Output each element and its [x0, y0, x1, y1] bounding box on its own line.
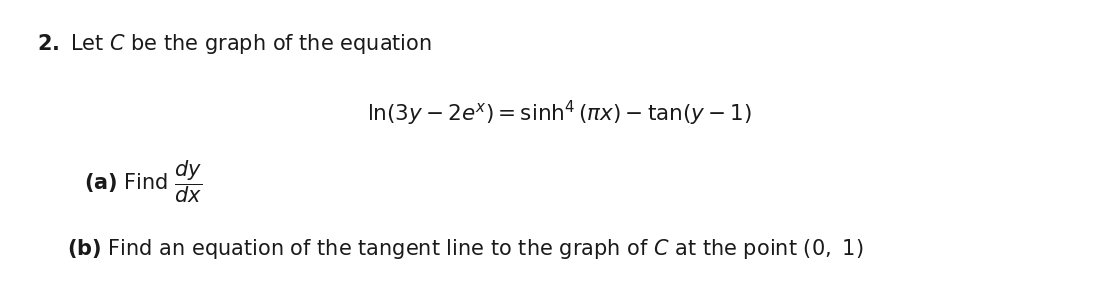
Text: $\mathbf{(a)}$ Find $\dfrac{dy}{dx}$: $\mathbf{(a)}$ Find $\dfrac{dy}{dx}$	[84, 158, 203, 205]
Text: $\mathbf{(b)}$ Find an equation of the tangent line to the graph of $C$ at the p: $\mathbf{(b)}$ Find an equation of the t…	[67, 237, 864, 261]
Text: $\mathbf{2.}$ Let $C$ be the graph of the equation: $\mathbf{2.}$ Let $C$ be the graph of th…	[37, 31, 432, 56]
Text: $\ln(3y - 2e^{x}) = \sinh^4(\pi x) - \tan(y - 1)$: $\ln(3y - 2e^{x}) = \sinh^4(\pi x) - \ta…	[367, 99, 752, 128]
